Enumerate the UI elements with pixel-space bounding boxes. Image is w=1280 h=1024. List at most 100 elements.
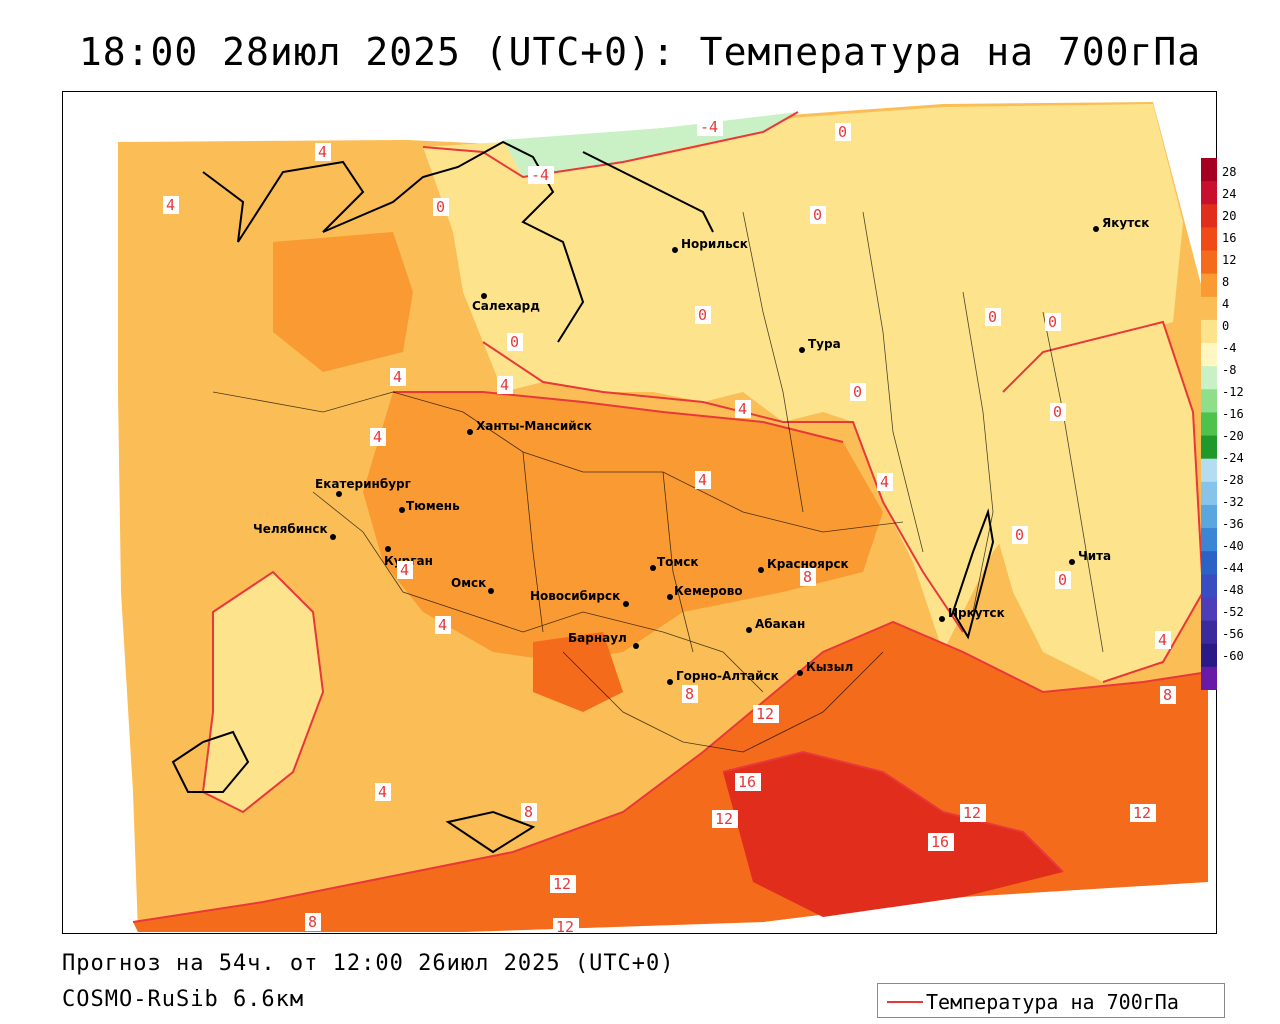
isotherm-label: 8 [685,685,694,703]
isotherm-label-bg [305,913,321,931]
colorbar-tick-label: 12 [1222,253,1237,267]
isotherm-label-bg [397,561,413,579]
isotherm-label: 4 [166,196,175,214]
colorbar-tick-label: 0 [1222,319,1230,333]
legend-label: Температура на 700гПа [926,990,1179,1014]
isotherm-label: 0 [988,308,997,326]
city-markers: Якутск Норильск Салехард Тура Ханты-Мансийск… [253,216,1149,685]
isotherm-label-bg [528,166,554,184]
city-label: Чита [1078,549,1111,563]
colorbar-tick-label: 20 [1222,209,1237,223]
isotherm-label-bg [315,143,331,161]
colorbar-tick-label: -48 [1222,583,1244,597]
isotherm-label: 16 [931,833,949,851]
legend-line-swatch [887,1001,923,1003]
colorbar-tick-label: 4 [1222,297,1230,311]
isotherm-label: 16 [738,773,756,791]
isotherm-label-bg [1160,686,1176,704]
colorbar-swatch [1201,227,1217,252]
colorbar-tick-label: -16 [1222,407,1244,421]
isotherm-label-bg [800,568,816,586]
colorbar-swatch [1201,389,1217,413]
city-dot [758,567,764,573]
zone-cool-east [993,322,1203,682]
isotherm-label-bg [507,333,523,351]
city-label: Салехард [472,299,540,313]
isotherm-label-bg [390,368,406,386]
isotherm-label-bg [375,783,391,801]
city-label: Омск [451,576,486,590]
colorbar-tick-label: -36 [1222,517,1244,531]
colorbar-tick-label: -60 [1222,649,1244,663]
colorbar-tick-label: -12 [1222,385,1244,399]
isotherm-label-bg [1045,313,1061,331]
isotherm-label-bg [735,400,751,418]
isotherm-label-bg [370,428,386,446]
colorbar-tick-label: 16 [1222,231,1237,245]
isotherm-label: 12 [556,918,574,934]
city-label: Горно-Алтайск [676,669,779,683]
isotherm-label-bg [521,803,537,821]
isotherm-label-bg [877,473,893,491]
isotherm-label: 4 [373,428,382,446]
city-label: Екатеринбург [315,477,411,491]
colorbar-tick-label: -20 [1222,429,1244,443]
isotherm-label-bg [695,306,711,324]
colorbar-swatch [1201,204,1217,228]
colorbar-swatch [1201,666,1217,691]
model-name: COSMO-RuSib 6.6км [62,987,305,1012]
colorbar-swatch [1201,250,1217,275]
isotherm-label-bg [553,918,579,933]
zone-warm-nw [273,232,413,372]
colorbar-swatch [1201,458,1217,483]
city-dot [633,643,639,649]
isotherm-label: 4 [378,783,387,801]
city-label: Кемерово [674,584,743,598]
city-dot [672,247,678,253]
city-label: Барнаул [568,631,627,645]
city-label: Тура [808,337,841,351]
city-dot [667,594,673,600]
colorbar-swatch [1201,504,1217,529]
isotherm-label: 8 [524,803,533,821]
colorbar-swatch [1201,319,1217,344]
city-dot [481,293,487,299]
map-canvas: Якутск Норильск Салехард Тура Ханты-Мансийск… [118,102,1209,934]
colorbar-tick-label: -24 [1222,451,1244,465]
isotherm-label-bg [712,810,738,828]
isotherm-label: 12 [1133,804,1151,822]
zone-cool-north [423,104,1183,652]
isotherm-label: 12 [553,875,571,893]
city-dot [650,565,656,571]
isotherm-label: 4 [318,143,327,161]
city-dot [797,670,803,676]
colorbar-swatch [1201,412,1217,437]
colorbar-tick-label: -32 [1222,495,1244,509]
isotherm-label-layer: -4 -4 0 0 0 0 0 0 0 0 0 0 0 4 4 4 4 4 4 4 4 4 4 4 4 8 8 8 8 8 12 12 12 12… [163,118,1176,934]
isotherm-label: 4 [880,473,889,491]
city-dot [488,588,494,594]
colorbar-swatch [1201,528,1217,552]
colorbar-swatch [1201,158,1217,182]
colorbar-swatch [1201,551,1217,575]
isotherm-label-bg [835,123,851,141]
isotherm-label-bg [985,308,1001,326]
isotherm-label: 8 [1163,686,1172,704]
isotherm-label: -4 [531,166,549,184]
city-label: Новосибирск [530,589,620,603]
colorbar-swatch [1201,366,1217,390]
colorbar-swatch [1201,597,1217,622]
region-borders [212,211,1104,753]
isotherm-label: 4 [393,368,402,386]
isotherm-label: 0 [1048,313,1057,331]
isotherm-label: 0 [510,333,519,351]
isotherm-label: 4 [500,376,509,394]
legend-box: Температура на 700гПа [877,983,1225,1018]
colorbar-swatch [1201,574,1217,598]
isotherm-label: 0 [698,306,707,324]
colorbar-tick-label: -28 [1222,473,1244,487]
isotherm-label: 4 [438,616,447,634]
isotherm-label: 12 [963,804,981,822]
city-dot [623,601,629,607]
zone-cool-west [203,572,323,812]
